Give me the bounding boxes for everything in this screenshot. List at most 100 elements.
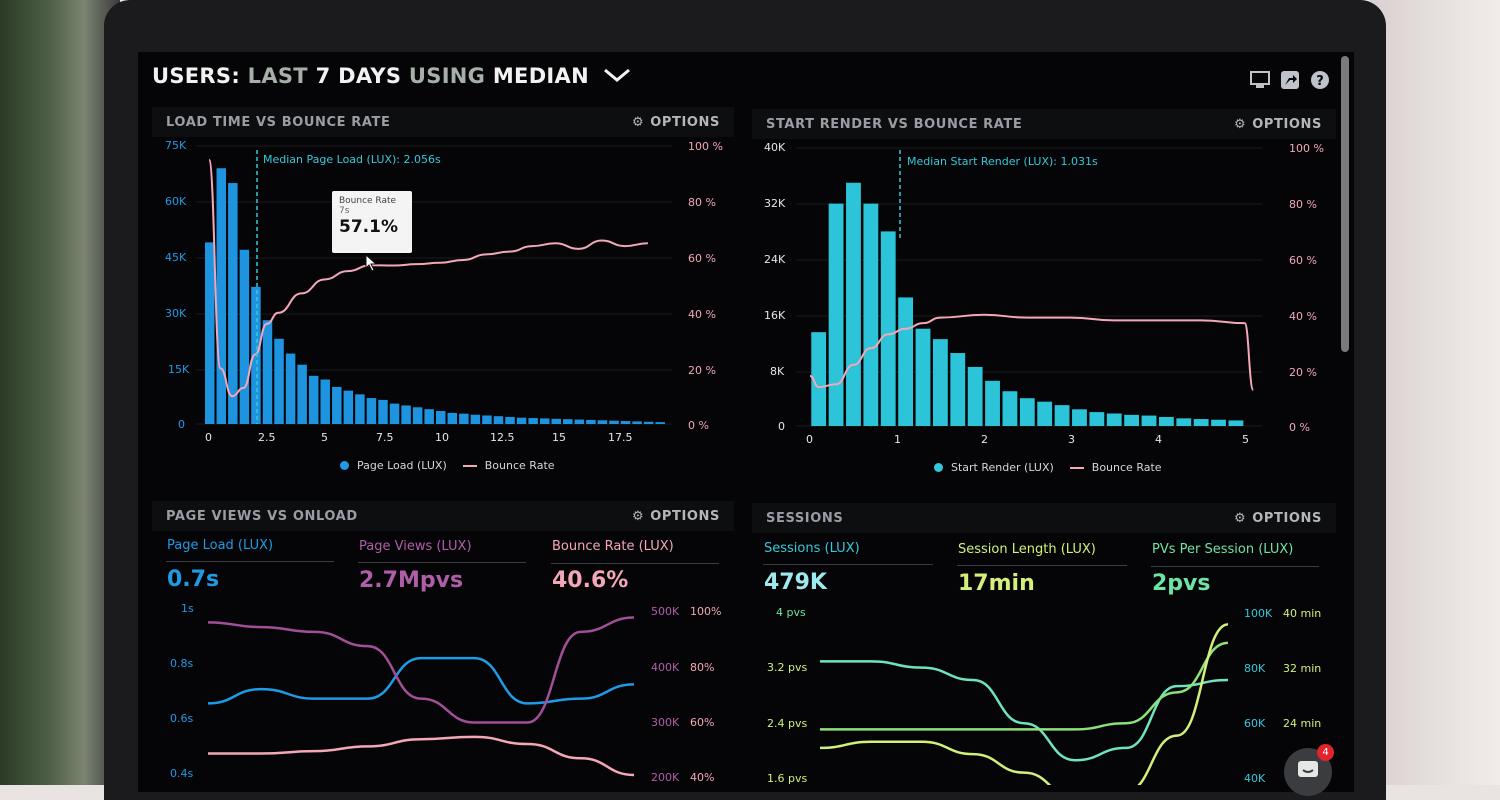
monitor-icon[interactable] — [1250, 70, 1270, 90]
x-tick: 3 — [1068, 433, 1075, 446]
bar-page-load — [643, 421, 654, 424]
bar-start-render — [1072, 409, 1087, 426]
bar-page-load — [205, 242, 215, 424]
y-right-tick: 100% — [690, 605, 722, 618]
tooltip-value: 57.1% — [339, 217, 398, 237]
y-right-tick: 40% — [690, 771, 715, 784]
y-tick: 32K — [764, 197, 786, 210]
tooltip-title: Bounce Rate — [339, 196, 397, 206]
bar-page-load — [239, 249, 250, 424]
y-tick: 2.4 pvs — [767, 717, 808, 730]
legend-label[interactable]: Bounce Rate — [484, 459, 555, 472]
y-tick: 1.6 pvs — [767, 772, 808, 785]
line-bounce-rate — [208, 158, 648, 398]
y-right-tick: 24 min — [1283, 717, 1322, 730]
legend-label[interactable]: Start Render (LUX) — [951, 461, 1054, 474]
y-right-tick: 40 % — [688, 308, 716, 321]
y-right-tick: 32 min — [1283, 662, 1322, 675]
panel-sessions-header: SESSIONS ⚙ OPTIONS — [752, 503, 1336, 533]
metric-title: PVs Per Session (LUX) — [1152, 542, 1294, 557]
y-tick: 0.8s — [170, 657, 194, 670]
metric-divider — [358, 562, 526, 563]
line-page-views-lux- — [207, 616, 635, 724]
bar-start-render — [1211, 419, 1226, 426]
bar-start-render — [1002, 391, 1018, 426]
y-tick: 3.2 pvs — [767, 661, 808, 674]
x-tick: 1 — [894, 433, 901, 446]
line-bounce-rate-lux- — [208, 735, 635, 777]
page-title[interactable]: USERS: LAST 7 DAYS USING MEDIAN — [152, 64, 631, 88]
y-right-tick: 100 % — [1289, 142, 1324, 155]
svg-text:?: ? — [1316, 74, 1324, 89]
y-right-tick: 40K — [1244, 772, 1266, 785]
bar-page-load — [655, 422, 665, 424]
share-icon[interactable] — [1280, 70, 1300, 90]
gear-icon: ⚙ — [631, 508, 645, 524]
x-tick: 2.5 — [258, 431, 276, 444]
gear-icon: ⚙ — [631, 114, 645, 130]
y-right-tick: 100K — [1244, 607, 1273, 620]
y-tick: 0 — [778, 420, 785, 433]
panel-title: LOAD TIME VS BOUNCE RATE — [166, 114, 391, 130]
bar-page-load — [308, 375, 319, 424]
options-button[interactable]: ⚙ OPTIONS — [631, 114, 720, 130]
legend-swatch — [462, 464, 477, 467]
metric-title: Page Load (LUX) — [167, 538, 274, 553]
y-right-tick: 80K — [1244, 662, 1266, 675]
bar-start-render — [950, 353, 966, 426]
bar-page-load — [285, 353, 296, 424]
bar-page-load — [597, 420, 608, 424]
panel-title: START RENDER VS BOUNCE RATE — [766, 116, 1023, 132]
metric-value: 2pvs — [1152, 571, 1211, 596]
metric-title: Bounce Rate (LUX) — [552, 539, 674, 554]
line-page-load-lux- — [207, 656, 635, 705]
metric-divider — [166, 561, 334, 562]
y-tick: 60K — [165, 195, 187, 208]
legend-label[interactable]: Bounce Rate — [1091, 461, 1162, 474]
y-right-tick: 40 min — [1283, 607, 1322, 620]
chevron-down-icon[interactable] — [603, 64, 631, 88]
bar-page-load — [274, 338, 284, 424]
y-right-tick: 500K — [651, 605, 680, 618]
title-prefix: USERS: — [152, 64, 241, 88]
y-tick: 0.4s — [170, 767, 194, 780]
legend-swatch — [1069, 466, 1084, 469]
scrollbar[interactable] — [1341, 56, 1349, 352]
bar-page-load — [470, 414, 481, 424]
bar-start-render — [1054, 405, 1070, 426]
legend-label[interactable]: Page Load (LUX) — [357, 459, 447, 472]
bar-page-load — [216, 168, 227, 424]
metric-title: Sessions (LUX) — [764, 541, 860, 556]
x-tick: 5 — [321, 431, 328, 444]
panel-start-render-header: START RENDER VS BOUNCE RATE ⚙ OPTIONS — [752, 109, 1336, 139]
bounce-rate-tooltip: Bounce Rate 7s 57.1% — [332, 191, 412, 253]
tooltip-subtitle: 7s — [339, 206, 350, 216]
y-tick: 40K — [764, 141, 786, 154]
y-tick: 30K — [165, 307, 187, 320]
bar-page-load — [228, 183, 238, 424]
cursor-icon — [365, 253, 379, 276]
bar-page-load — [401, 405, 411, 424]
bar-page-load — [262, 320, 273, 424]
y-right-tick: 60K — [1244, 717, 1266, 730]
bar-page-load — [366, 398, 377, 424]
bar-start-render — [1158, 416, 1174, 426]
metric-value: 2.7Mpvs — [359, 568, 464, 593]
title-using: USING — [408, 64, 486, 88]
y-right-tick: 60% — [690, 716, 715, 729]
line-pvs-per-session-lux- — [819, 623, 1229, 785]
y-right-tick: 0 % — [1289, 421, 1310, 434]
y-right-tick: 80 % — [1289, 198, 1317, 211]
y-right-tick: 20 % — [688, 364, 716, 377]
help-icon[interactable]: ? — [1310, 70, 1330, 90]
bar-page-load — [412, 407, 423, 424]
x-tick: 5 — [1242, 433, 1249, 446]
options-button[interactable]: ⚙ OPTIONS — [1233, 510, 1322, 526]
options-button[interactable]: ⚙ OPTIONS — [631, 508, 720, 524]
x-tick: 12.5 — [490, 431, 515, 444]
y-tick: 45K — [165, 251, 187, 264]
options-button[interactable]: ⚙ OPTIONS — [1233, 116, 1322, 132]
background-wall — [1370, 0, 1500, 785]
bar-start-render — [898, 297, 914, 426]
legend-swatch — [934, 463, 943, 472]
